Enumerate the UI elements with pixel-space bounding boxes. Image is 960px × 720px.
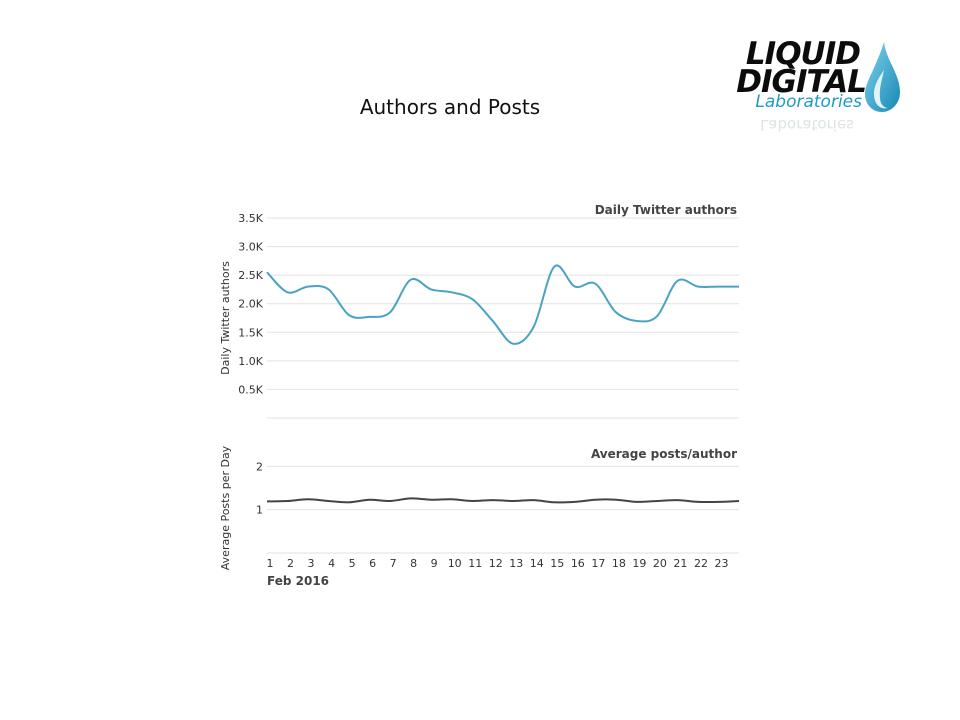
x-tick-label: 15	[550, 557, 564, 570]
authors-y-tick-label: 1.0K	[238, 355, 263, 368]
posts-panel-title: Average posts/author	[591, 447, 737, 461]
x-tick-label: 19	[632, 557, 646, 570]
authors-series-line	[266, 264, 739, 345]
posts-y-tick-label: 1	[256, 504, 263, 517]
x-tick-label: 20	[653, 557, 667, 570]
authors-panel: Daily Twitter authors Daily Twitter auth…	[219, 203, 739, 419]
x-tick-label: 7	[390, 557, 397, 570]
posts-panel: Average posts/author Average Posts per D…	[219, 445, 740, 570]
authors-y-tick-label: 2.0K	[238, 298, 263, 311]
authors-panel-title: Daily Twitter authors	[595, 203, 737, 217]
logo-text-liquid: LIQUID	[745, 36, 861, 72]
x-tick-label: 17	[591, 557, 605, 570]
x-tick-label: 8	[410, 557, 417, 570]
x-tick-label: 2	[287, 557, 294, 570]
x-tick-label: 4	[328, 557, 335, 570]
authors-y-tick-label: 1.5K	[238, 326, 263, 339]
authors-y-tick-label: 3.0K	[238, 241, 263, 254]
x-tick-label: 23	[714, 557, 728, 570]
x-tick-label: 14	[530, 557, 544, 570]
posts-y-axis-title: Average Posts per Day	[219, 445, 232, 570]
company-logo: LIQUID DIGITAL Laboratories Laboratories	[712, 34, 912, 139]
logo-text-laboratories: Laboratories	[755, 92, 862, 112]
x-tick-label: 12	[489, 557, 503, 570]
x-axis: Feb 2016 1 2 3 4 5 6 7 8 9 10 11 12 13 14 15 16 17 18 19 20…	[267, 557, 729, 588]
x-tick-label: 13	[509, 557, 523, 570]
x-tick-label: 22	[694, 557, 708, 570]
x-tick-label: 18	[612, 557, 626, 570]
x-tick-label: 5	[349, 557, 356, 570]
x-tick-label: 1	[267, 557, 274, 570]
logo-text-digital: DIGITAL	[736, 64, 867, 100]
x-tick-label: 10	[448, 557, 462, 570]
water-drop-icon	[865, 42, 900, 112]
x-tick-label: 6	[369, 557, 376, 570]
authors-y-tick-label: 0.5K	[238, 383, 263, 396]
x-tick-label: 11	[468, 557, 482, 570]
x-tick-label: 16	[571, 557, 585, 570]
x-tick-label: 21	[673, 557, 687, 570]
authors-y-tick-label: 3.5K	[238, 212, 263, 225]
authors-y-tick-label: 2.5K	[238, 269, 263, 282]
x-tick-label: 9	[431, 557, 438, 570]
page-title: Authors and Posts	[359, 95, 541, 119]
x-tick-label: 3	[308, 557, 315, 570]
x-axis-month-label: Feb 2016	[267, 574, 329, 588]
authors-y-axis-title: Daily Twitter authors	[219, 261, 232, 375]
posts-series-line	[266, 497, 740, 504]
posts-y-tick-label: 2	[256, 460, 263, 473]
